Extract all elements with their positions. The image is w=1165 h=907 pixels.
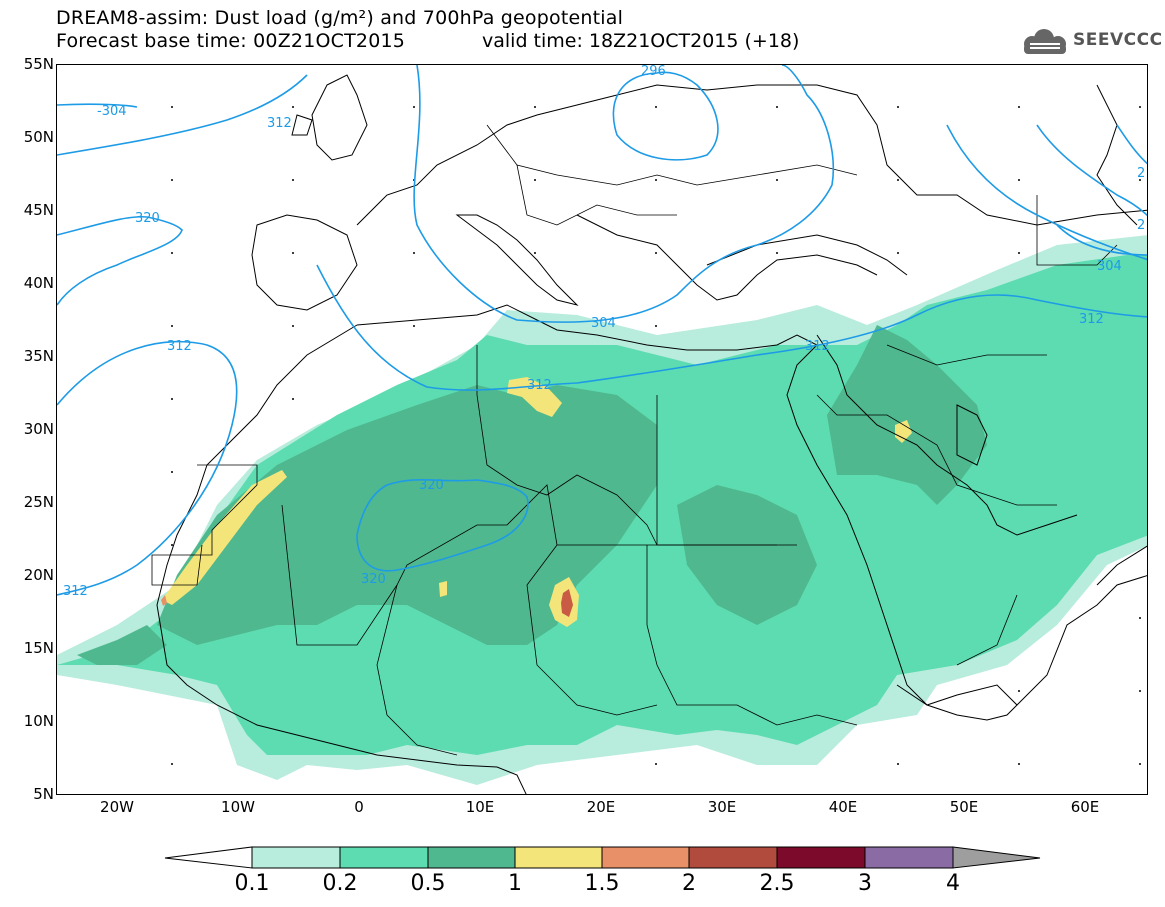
- contour-label: 320: [419, 478, 444, 493]
- valid-time: valid time: 18Z21OCT2015 (+18): [482, 30, 800, 52]
- dust-map: -304 312 320 312 296 304 304 312 312 320…: [56, 64, 1148, 795]
- legend-swatch: [339, 846, 429, 869]
- legend-swatch: [688, 846, 778, 869]
- lat-label: 55N: [23, 55, 54, 73]
- lat-label: 15N: [23, 639, 54, 657]
- lat-label: 10N: [23, 712, 54, 730]
- legend-swatch: [251, 846, 341, 869]
- coastlines: [156, 74, 1147, 794]
- lon-label: 20W: [100, 798, 134, 816]
- contour-label: 312: [1079, 312, 1104, 327]
- forecast-base-time: Forecast base time: 00Z21OCT2015: [56, 30, 406, 52]
- lon-label: 30E: [707, 798, 737, 816]
- logo-text: SEEVCCC: [1073, 30, 1163, 50]
- legend-arrow-right: [952, 846, 1041, 869]
- legend-label: 2: [682, 871, 696, 896]
- legend-label: 1.5: [584, 871, 620, 896]
- legend-label: 3: [858, 871, 872, 896]
- contour-label: 312: [63, 584, 88, 599]
- lon-label: 40E: [828, 798, 858, 816]
- lon-label: 20E: [586, 798, 616, 816]
- contour-label: 320: [135, 211, 160, 226]
- lon-label: 0: [354, 798, 364, 816]
- map-title: DREAM8-assim: Dust load (g/m²) and 700hP…: [56, 7, 624, 29]
- legend-label: 1: [508, 871, 522, 896]
- contour-label: 2: [1137, 166, 1145, 181]
- legend-swatch: [427, 846, 516, 869]
- dust-dark-layer: [77, 325, 987, 665]
- contour-label: 304: [1097, 259, 1122, 274]
- lat-label: 20N: [23, 566, 54, 584]
- legend-label: 4: [946, 871, 960, 896]
- lat-label: 5N: [33, 785, 54, 803]
- legend-label: 0.5: [410, 871, 446, 896]
- legend-arrow-left: [164, 846, 253, 869]
- geopotential-contours: [57, 65, 1147, 596]
- map-canvas: -304 312 320 312 296 304 304 312 312 320…: [57, 65, 1147, 794]
- contour-label: 2: [1137, 218, 1145, 233]
- lat-label: 25N: [23, 493, 54, 511]
- contour-label: 312: [805, 339, 830, 354]
- legend-swatch: [601, 846, 690, 869]
- color-legend: [164, 846, 1041, 869]
- legend-swatch: [864, 846, 954, 869]
- lat-label: 30N: [23, 420, 54, 438]
- lon-label: 60E: [1070, 798, 1100, 816]
- cloud-logo-icon: [1024, 29, 1066, 54]
- lat-label: 35N: [23, 347, 54, 365]
- legend-swatch: [514, 846, 603, 869]
- contour-label: 312: [167, 339, 192, 354]
- lon-label: 50E: [949, 798, 979, 816]
- lon-label: 10W: [221, 798, 255, 816]
- legend-label: 0.1: [234, 871, 270, 896]
- contour-label: -304: [97, 104, 127, 119]
- legend-swatch: [776, 846, 866, 869]
- legend-label: 2.5: [759, 871, 795, 896]
- country-borders: [151, 124, 1118, 756]
- contour-label: 304: [591, 316, 616, 331]
- contour-label: 296: [641, 65, 666, 79]
- lat-label: 50N: [23, 128, 54, 146]
- lat-label: 45N: [23, 201, 54, 219]
- contour-labels: -304 312 320 312 296 304 304 312 312 320…: [63, 65, 1145, 599]
- contour-label: 320: [361, 572, 386, 587]
- legend-label: 0.2: [322, 871, 358, 896]
- contour-label: 312: [267, 116, 292, 131]
- lon-label: 10E: [465, 798, 495, 816]
- lat-label: 40N: [23, 274, 54, 292]
- contour-label: 312: [527, 378, 552, 393]
